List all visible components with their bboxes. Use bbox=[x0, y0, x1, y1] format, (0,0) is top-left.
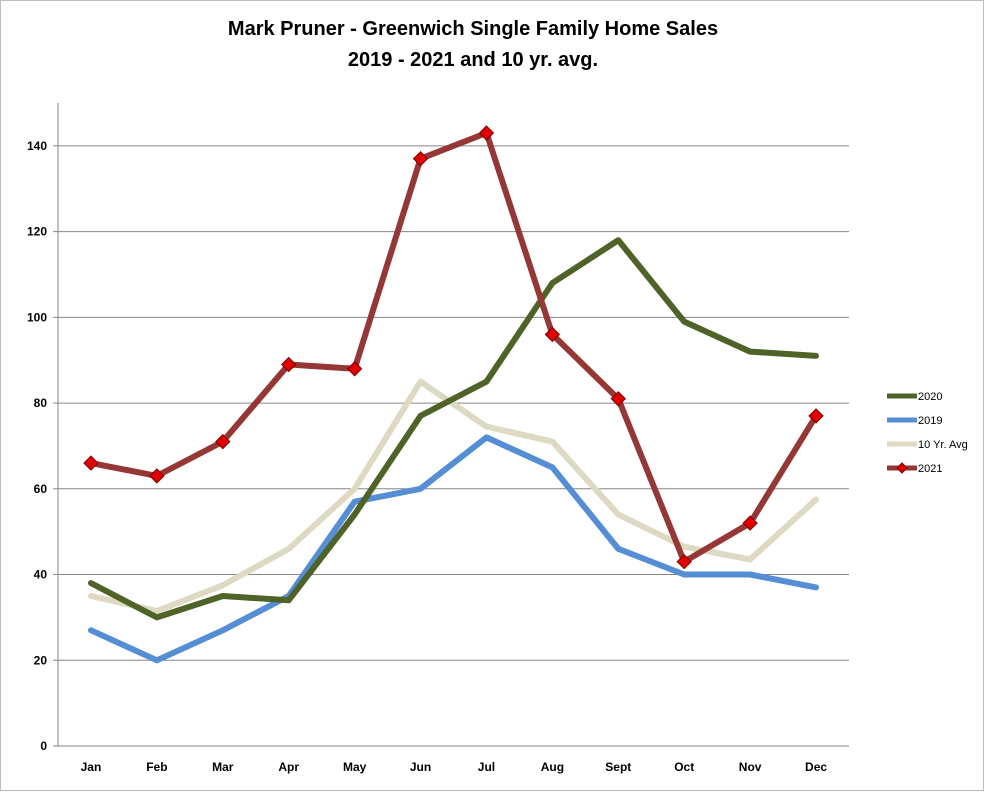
series-line bbox=[88, 130, 819, 565]
x-tick-label: Feb bbox=[146, 760, 167, 774]
series-line bbox=[88, 237, 819, 621]
data-point-marker bbox=[412, 151, 429, 167]
chart-title-line-1: Mark Pruner - Greenwich Single Family Ho… bbox=[228, 18, 718, 40]
x-axis-ticks: Jan Feb Mar Apr May Jun Jul Aug Sept Oct Nov Dec bbox=[81, 760, 828, 774]
legend-label: 2019 bbox=[918, 415, 942, 427]
data-point-marker bbox=[215, 433, 231, 450]
x-tick-label: May bbox=[343, 760, 367, 774]
gridlines bbox=[58, 145, 849, 661]
y-tick-label: 60 bbox=[34, 482, 48, 496]
legend-label: 2020 bbox=[918, 391, 942, 403]
data-point-marker bbox=[149, 468, 165, 484]
x-tick-label: Sept bbox=[605, 760, 631, 774]
x-tick-label: Jan bbox=[81, 760, 102, 774]
y-tick-label: 80 bbox=[34, 396, 48, 410]
data-point-marker bbox=[610, 391, 626, 407]
x-tick-label: Jul bbox=[478, 760, 495, 774]
data-point-marker bbox=[83, 455, 99, 471]
y-axis-ticks: 0 20 40 60 80 100 120 140 bbox=[27, 139, 58, 753]
x-tick-label: Mar bbox=[212, 760, 234, 774]
legend-label: 10 Yr. Avg bbox=[918, 439, 968, 451]
x-tick-label: Aug bbox=[541, 760, 564, 774]
y-tick-label: 120 bbox=[27, 225, 47, 239]
series-lines bbox=[83, 125, 824, 664]
series-line bbox=[88, 434, 819, 664]
data-point-marker bbox=[478, 125, 495, 141]
y-tick-label: 20 bbox=[34, 653, 48, 667]
x-tick-label: Jun bbox=[410, 760, 431, 774]
legend-marker bbox=[896, 462, 908, 474]
x-tick-label: Apr bbox=[278, 760, 299, 774]
data-point-marker bbox=[808, 408, 824, 424]
chart-title-line-2: 2019 - 2021 and 10 yr. avg. bbox=[348, 49, 598, 71]
data-point-marker bbox=[676, 553, 692, 570]
data-point-marker bbox=[544, 326, 561, 343]
legend-label: 2021 bbox=[918, 463, 942, 475]
y-tick-label: 40 bbox=[34, 568, 48, 582]
series-line bbox=[88, 378, 819, 614]
data-point-marker bbox=[742, 515, 758, 531]
data-point-marker bbox=[346, 361, 363, 377]
y-tick-label: 140 bbox=[27, 139, 47, 153]
x-tick-label: Nov bbox=[739, 760, 762, 774]
x-tick-label: Dec bbox=[805, 760, 827, 774]
y-tick-label: 100 bbox=[27, 310, 47, 324]
y-tick-label: 0 bbox=[40, 739, 47, 753]
axes bbox=[57, 103, 849, 747]
x-tick-label: Oct bbox=[674, 760, 694, 774]
data-point-marker bbox=[281, 356, 297, 373]
legend: 2020 2019 10 Yr. Avg 2021 bbox=[887, 391, 968, 475]
